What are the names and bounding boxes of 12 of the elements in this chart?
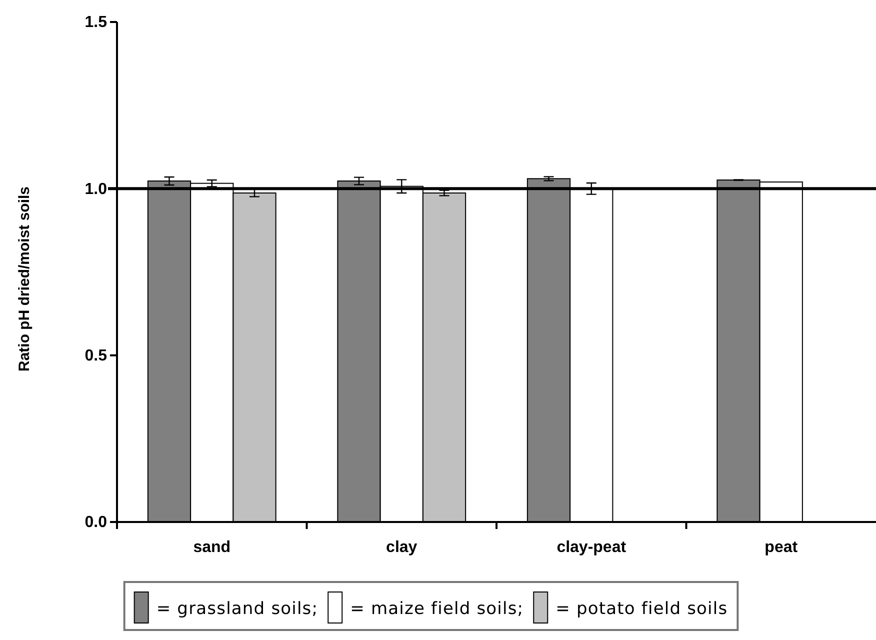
- legend-label: = grassland soils;: [156, 599, 318, 619]
- y-axis-title: Ratio pH dried/moist soils: [16, 186, 33, 372]
- x-tick-label: clay: [386, 539, 418, 556]
- legend-label: = maize field soils;: [350, 599, 524, 619]
- y-tick-label: 0.5: [84, 347, 108, 364]
- y-tick-label: 1.0: [84, 180, 108, 198]
- y-tick-label: 0.0: [84, 514, 108, 532]
- x-tick-label: sand: [193, 539, 231, 556]
- x-tick-label: peat: [764, 539, 798, 556]
- legend-label: = potato field soils: [556, 599, 728, 619]
- x-tick-label: clay-peat: [556, 539, 627, 556]
- y-tick-label: 1.5: [84, 14, 108, 32]
